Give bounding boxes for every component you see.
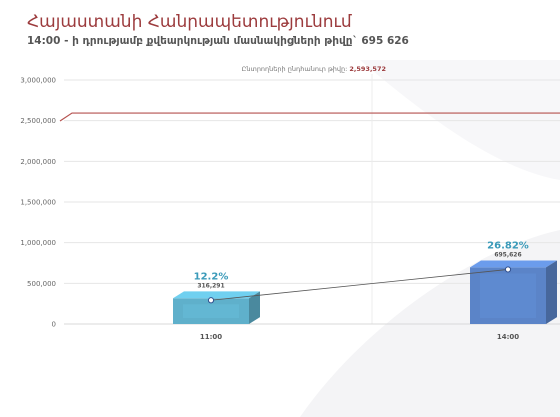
percent-label: 26.82%: [487, 240, 529, 251]
y-tick-label: 2,500,000: [20, 117, 56, 125]
y-tick-label: 3,000,000: [20, 77, 56, 85]
x-tick-label: 11:00: [200, 333, 222, 341]
x-tick-label: 14:00: [497, 333, 519, 341]
bar-side: [546, 260, 557, 324]
page-title: Հայաստանի Հանրապետությունում: [27, 12, 352, 32]
line-layer: [207, 266, 512, 304]
y-tick-label: 0: [52, 321, 56, 329]
bar-top: [470, 260, 557, 268]
y-tick-label: 1,500,000: [20, 199, 56, 207]
reference-line: [59, 112, 560, 122]
grid-layer: 0 500,000 1,000,000 1,500,000 2,000,000 2,500…: [20, 74, 560, 329]
bar-side: [249, 291, 260, 324]
reference-layer: Ընտրողների ընդհանուր թիվը: 2,593,572: [59, 65, 560, 122]
percent-label: 12.2%: [194, 271, 229, 282]
label-layer: 11:00 12.2%316,291 14:00 26.82%695,626: [194, 240, 529, 341]
trend-point: [504, 266, 512, 273]
y-tick-label: 500,000: [27, 280, 56, 288]
bar-highlight: [183, 304, 239, 318]
trend-point: [207, 297, 215, 304]
bar-highlight: [480, 273, 536, 318]
y-tick-label: 2,000,000: [20, 158, 56, 166]
count-label: 695,626: [494, 251, 521, 258]
bar-top: [173, 291, 260, 299]
reference-value: 2,593,572: [349, 65, 386, 73]
reference-label: Ընտրողների ընդհանուր թիվը: 2,593,572: [242, 65, 386, 73]
count-label: 316,291: [197, 282, 224, 289]
page-subtitle: 14:00 - ի դրությամբ քվեարկության մասնակի…: [27, 35, 409, 47]
bar-layer: [173, 260, 557, 324]
trend-line: [210, 269, 509, 301]
y-tick-label: 1,000,000: [20, 239, 56, 247]
